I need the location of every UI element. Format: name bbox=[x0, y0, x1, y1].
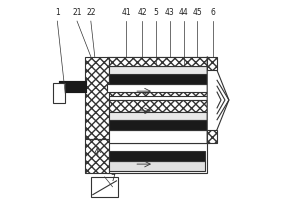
Bar bbox=[109, 57, 207, 66]
Polygon shape bbox=[207, 57, 229, 143]
Bar bbox=[106, 57, 209, 96]
Bar bbox=[109, 120, 207, 130]
Bar bbox=[53, 83, 65, 103]
Bar bbox=[109, 161, 205, 171]
Bar bbox=[109, 100, 207, 112]
Text: 45: 45 bbox=[193, 8, 202, 17]
Bar bbox=[109, 112, 207, 120]
Text: 43: 43 bbox=[165, 8, 175, 17]
Bar bbox=[106, 143, 207, 173]
Bar bbox=[85, 57, 109, 139]
Text: 6: 6 bbox=[211, 8, 215, 17]
Bar bbox=[85, 139, 109, 173]
Text: 5: 5 bbox=[154, 8, 158, 17]
Polygon shape bbox=[207, 57, 217, 70]
Text: 42: 42 bbox=[137, 8, 147, 17]
Polygon shape bbox=[207, 130, 217, 143]
Text: 7: 7 bbox=[110, 174, 115, 183]
Bar bbox=[109, 66, 207, 74]
Bar bbox=[109, 74, 207, 84]
Bar bbox=[106, 84, 209, 92]
Bar bbox=[109, 151, 205, 161]
Text: 41: 41 bbox=[122, 8, 131, 17]
Text: 22: 22 bbox=[86, 8, 96, 17]
Text: 1: 1 bbox=[55, 8, 60, 17]
Bar bbox=[91, 177, 118, 197]
Bar bbox=[109, 130, 207, 143]
Bar bbox=[106, 100, 209, 143]
Text: 44: 44 bbox=[179, 8, 188, 17]
Text: 21: 21 bbox=[72, 8, 82, 17]
